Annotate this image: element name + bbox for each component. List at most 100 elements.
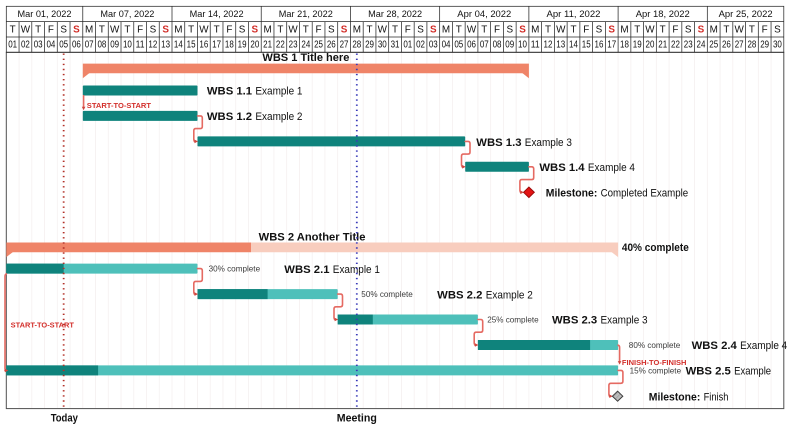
svg-text:F: F [316, 24, 322, 35]
svg-text:S: S [506, 24, 513, 35]
svg-text:WBS 1.3: WBS 1.3 [476, 137, 521, 149]
svg-text:WBS 2 Another Title: WBS 2 Another Title [259, 231, 366, 243]
svg-text:02: 02 [416, 40, 425, 51]
svg-text:13: 13 [161, 40, 170, 51]
svg-text:W: W [645, 24, 655, 35]
svg-text:S: S [162, 24, 169, 35]
svg-text:25: 25 [314, 40, 323, 51]
svg-text:26: 26 [722, 40, 731, 51]
svg-text:05: 05 [454, 40, 463, 51]
svg-text:S: S [60, 24, 67, 35]
svg-text:21: 21 [658, 40, 667, 51]
svg-text:15: 15 [187, 40, 196, 51]
svg-text:M: M [442, 24, 450, 35]
svg-text:Completed Example: Completed Example [601, 188, 689, 200]
svg-text:WBS 2.2: WBS 2.2 [437, 289, 482, 301]
svg-text:08: 08 [493, 40, 502, 51]
svg-text:Apr 11, 2022: Apr 11, 2022 [547, 9, 601, 20]
svg-text:21: 21 [263, 40, 272, 51]
svg-text:M: M [263, 24, 271, 35]
svg-text:Example 2: Example 2 [255, 111, 302, 123]
svg-text:30: 30 [773, 40, 782, 51]
svg-text:26: 26 [327, 40, 336, 51]
svg-text:WBS 2.3: WBS 2.3 [552, 315, 597, 327]
svg-text:17: 17 [607, 40, 616, 51]
svg-text:WBS 2.1: WBS 2.1 [284, 264, 329, 276]
svg-text:T: T [277, 24, 283, 35]
svg-text:W: W [735, 24, 745, 35]
svg-text:S: S [252, 24, 259, 35]
svg-text:Example 4: Example 4 [740, 340, 787, 352]
svg-text:T: T [456, 24, 462, 35]
svg-text:29: 29 [760, 40, 769, 51]
svg-text:W: W [288, 24, 298, 35]
svg-text:10: 10 [123, 40, 132, 51]
svg-text:Apr 18, 2022: Apr 18, 2022 [636, 9, 690, 20]
svg-text:27: 27 [340, 40, 349, 51]
svg-text:T: T [10, 24, 16, 35]
svg-text:40% complete: 40% complete [622, 242, 689, 254]
svg-text:30: 30 [378, 40, 387, 51]
svg-text:S: S [150, 24, 157, 35]
svg-text:22: 22 [276, 40, 285, 51]
svg-text:16: 16 [199, 40, 208, 51]
svg-text:06: 06 [72, 40, 81, 51]
svg-text:06: 06 [467, 40, 476, 51]
svg-text:Apr 04, 2022: Apr 04, 2022 [457, 9, 511, 20]
svg-text:M: M [353, 24, 361, 35]
svg-text:M: M [620, 24, 628, 35]
svg-text:START-TO-START: START-TO-START [11, 320, 75, 329]
svg-text:W: W [199, 24, 209, 35]
svg-text:FINISH-TO-FINISH: FINISH-TO-FINISH [622, 358, 687, 367]
svg-text:29: 29 [365, 40, 374, 51]
svg-text:F: F [494, 24, 500, 35]
svg-text:20: 20 [646, 40, 655, 51]
svg-text:03: 03 [429, 40, 438, 51]
svg-text:01: 01 [403, 40, 412, 51]
svg-text:07: 07 [480, 40, 489, 51]
svg-text:13: 13 [556, 40, 565, 51]
svg-text:Milestone:: Milestone: [649, 391, 701, 403]
svg-text:28: 28 [352, 40, 361, 51]
svg-text:S: S [596, 24, 603, 35]
svg-text:09: 09 [505, 40, 514, 51]
svg-text:F: F [137, 24, 143, 35]
svg-text:WBS 2.5: WBS 2.5 [686, 366, 731, 378]
svg-text:80% complete: 80% complete [629, 340, 681, 350]
svg-text:T: T [723, 24, 729, 35]
svg-text:F: F [583, 24, 589, 35]
svg-text:S: S [328, 24, 335, 35]
svg-text:Mar 14, 2022: Mar 14, 2022 [190, 9, 244, 20]
svg-text:23: 23 [684, 40, 693, 51]
svg-text:30% complete: 30% complete [209, 264, 261, 274]
svg-text:T: T [570, 24, 576, 35]
svg-text:T: T [35, 24, 41, 35]
svg-text:Mar 07, 2022: Mar 07, 2022 [100, 9, 154, 20]
svg-text:WBS 1.4: WBS 1.4 [539, 162, 585, 174]
svg-text:28: 28 [747, 40, 756, 51]
svg-text:S: S [239, 24, 246, 35]
svg-text:M: M [710, 24, 718, 35]
svg-text:27: 27 [735, 40, 744, 51]
svg-text:Example: Example [734, 366, 771, 378]
svg-text:24: 24 [301, 40, 310, 51]
svg-text:WBS 1.2: WBS 1.2 [207, 111, 252, 123]
svg-text:WBS 1.1: WBS 1.1 [207, 86, 252, 98]
svg-text:S: S [73, 24, 80, 35]
svg-text:T: T [481, 24, 487, 35]
svg-text:S: S [417, 24, 424, 35]
svg-text:F: F [672, 24, 678, 35]
svg-text:T: T [392, 24, 398, 35]
svg-text:M: M [174, 24, 182, 35]
svg-text:Example 4: Example 4 [588, 162, 635, 174]
svg-text:T: T [188, 24, 194, 35]
svg-text:T: T [303, 24, 309, 35]
svg-text:01: 01 [8, 40, 17, 51]
svg-text:50% complete: 50% complete [361, 289, 413, 299]
svg-text:WBS 1 Title here: WBS 1 Title here [262, 52, 349, 64]
svg-text:START-TO-START: START-TO-START [87, 101, 152, 110]
svg-text:Mar 01, 2022: Mar 01, 2022 [18, 9, 72, 20]
svg-text:16: 16 [595, 40, 604, 51]
svg-text:24: 24 [697, 40, 706, 51]
svg-text:Finish: Finish [704, 391, 729, 403]
